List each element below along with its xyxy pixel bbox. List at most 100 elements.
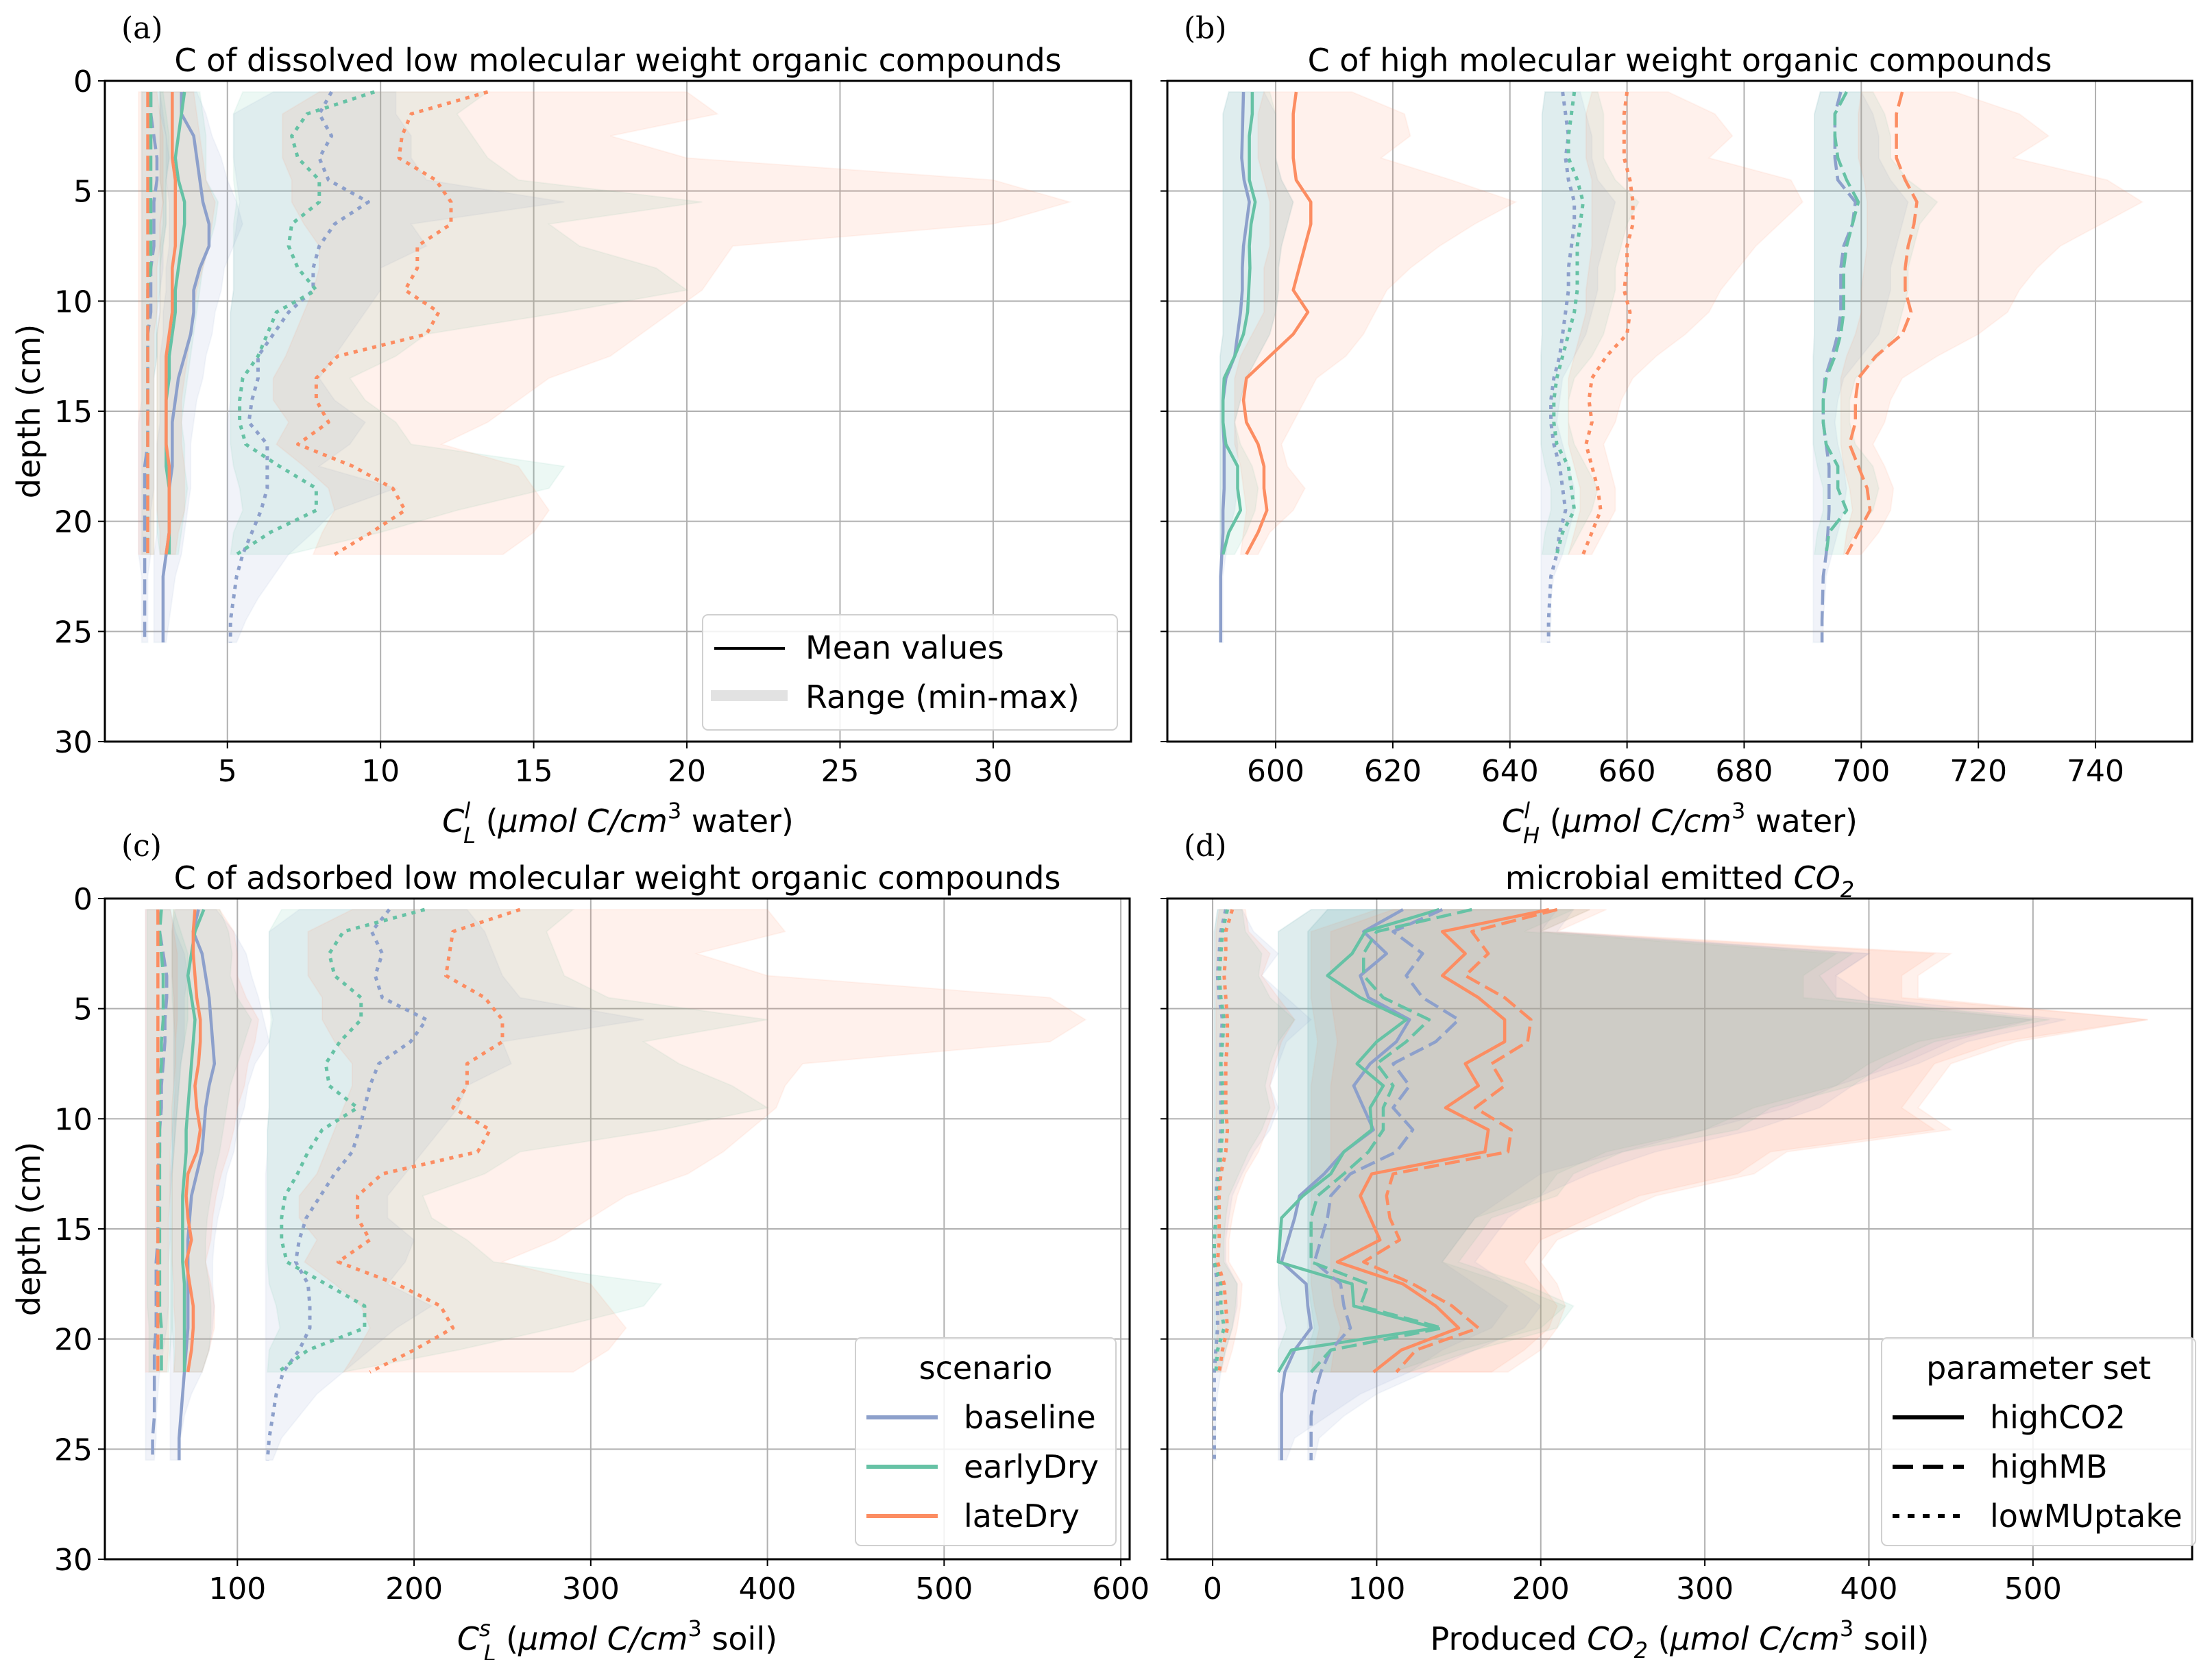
legend-label: Mean values — [805, 629, 1004, 666]
x-tick-label: 200 — [385, 1572, 443, 1607]
panel-title: C of dissolved low molecular weight orga… — [174, 42, 1061, 79]
panel-letter: (a) — [121, 11, 163, 46]
legend-label: lowMUptake — [1990, 1498, 2183, 1535]
legend-box — [1881, 1337, 2196, 1546]
panel-b: 600 620 640 660 680 700 720 740 Cl H (µmol C/cm3 … — [1160, 11, 2193, 849]
y-tick-label: 25 — [54, 615, 93, 650]
range-bands — [1213, 909, 2148, 1461]
y-tick-label: 20 — [54, 1323, 93, 1358]
y-tick-label: 10 — [54, 284, 93, 319]
x-tick-label: 500 — [2004, 1572, 2062, 1607]
x-tick-label: 740 — [2067, 754, 2124, 789]
x-tick-label: 720 — [1949, 754, 2007, 789]
range-band-earlyDry-highCO2 — [171, 909, 253, 1373]
legend-label: lateDry — [964, 1498, 1080, 1535]
legend: parameter set highCO2 highMB lowMUptake — [1881, 1337, 2196, 1546]
panel-a: 5 10 15 20 25 30 0 5 10 15 20 25 30 depth (cm) Cl L (µm… — [10, 11, 1132, 849]
mean-line-lateDry-lowMUptake — [296, 90, 489, 557]
x-axis-title: Produced CO2 (µmol C/cm3 soil) — [1431, 1615, 1930, 1660]
mean-line-baseline-highMB — [143, 92, 159, 643]
y-tick-label: 25 — [54, 1432, 93, 1467]
panel-title: C of adsorbed low molecular weight organ… — [174, 859, 1061, 896]
mean-line-lateDry-highCO2 — [1335, 907, 1550, 1374]
range-band-lateDry-highMB — [1840, 91, 2144, 555]
panel-d: 0 100 200 300 400 500 Produced CO2 (µmol C/cm3… — [1160, 829, 2196, 1660]
mean-lines — [143, 90, 489, 643]
y-axis-title: depth (cm) — [10, 324, 47, 499]
x-tick-label: 0 — [1203, 1572, 1222, 1607]
panel-letter: (d) — [1184, 829, 1227, 864]
range-bands — [1219, 91, 2144, 644]
mean-line-baseline-highCO2 — [1280, 908, 1411, 1461]
range-band-lateDry-lowMUptake — [298, 909, 1087, 1373]
mean-line-lateDry-highMB — [1845, 91, 1919, 555]
range-band-lateDry-highMB — [145, 909, 178, 1373]
mean-line-lateDry-highCO2 — [1241, 91, 1313, 555]
range-bands — [145, 909, 1087, 1461]
legend: Mean values Range (min-max) — [702, 614, 1118, 731]
x-tick-label: 660 — [1599, 754, 1656, 789]
mean-line-baseline-highMB — [1309, 908, 1461, 1461]
x-tick-label: 400 — [1840, 1572, 1897, 1607]
range-band-lateDry-highMB — [138, 91, 164, 555]
y-tick-label: 5 — [73, 992, 93, 1027]
legend-box — [855, 1337, 1117, 1546]
range-band-baseline-lowMUptake — [265, 909, 644, 1461]
y-tick-label: 15 — [54, 1212, 93, 1247]
x-axis-title: Cs L (µmol C/cm3 soil) — [457, 1615, 777, 1660]
x-tick-label: 700 — [1832, 754, 1890, 789]
x-tick-label: 640 — [1481, 754, 1539, 789]
mean-lines — [1219, 91, 1919, 643]
range-band-baseline-lowMUptake — [1213, 909, 1313, 1461]
x-tick-label: 620 — [1364, 754, 1422, 789]
x-tick-label: 100 — [1348, 1572, 1405, 1607]
y-axis-title: depth (cm) — [10, 1142, 47, 1317]
range-band-baseline-highCO2 — [169, 909, 270, 1461]
range-band-lateDry-lowMUptake — [1567, 91, 1804, 555]
mean-line-earlyDry-lowMUptake — [235, 90, 376, 556]
mean-lines — [1212, 907, 1558, 1461]
range-bands — [138, 91, 1073, 644]
range-band-earlyDry-highMB — [1306, 909, 2050, 1373]
x-tick-label: 100 — [208, 1572, 266, 1607]
x-tick-label: 5 — [218, 754, 237, 789]
mean-line-baseline-highMB — [151, 909, 169, 1461]
x-tick-label: 300 — [562, 1572, 620, 1607]
mean-line-lateDry-lowMUptake — [1581, 91, 1635, 555]
legend-label: earlyDry — [964, 1448, 1099, 1485]
range-band-baseline-highCO2 — [1277, 909, 2034, 1461]
mean-line-earlyDry-highMB — [1309, 907, 1472, 1374]
x-tick-label: 600 — [1092, 1572, 1150, 1607]
panel-letter: (b) — [1184, 11, 1227, 46]
range-band-earlyDry-highMB — [1812, 91, 1938, 555]
panel-title: microbial emitted CO2 — [1505, 859, 1854, 903]
x-axis-title: Cl L (µmol C/cm3 water) — [442, 798, 794, 849]
legend-label: Range (min-max) — [805, 679, 1080, 716]
x-tick-label: 500 — [915, 1572, 973, 1607]
range-band-lateDry-highMB — [1330, 909, 2148, 1373]
y-tick-label: 20 — [54, 505, 93, 540]
range-band-lateDry-highCO2 — [1234, 91, 1518, 555]
mean-line-baseline-lowMUptake — [228, 90, 370, 643]
mean-line-earlyDry-highCO2 — [181, 909, 206, 1372]
x-tick-label: 400 — [739, 1572, 797, 1607]
mean-line-earlyDry-lowMUptake — [277, 907, 426, 1374]
y-tick-label: 0 — [73, 882, 93, 917]
mean-line-earlyDry-lowMUptake — [1552, 91, 1585, 555]
x-tick-label: 25 — [821, 754, 859, 789]
range-band-earlyDry-lowMUptake — [1540, 91, 1640, 555]
legend-label: baseline — [964, 1399, 1096, 1436]
x-tick-label: 10 — [361, 754, 400, 789]
legend-title: scenario — [919, 1350, 1053, 1387]
legend-box — [702, 614, 1118, 731]
mean-line-lateDry-highCO2 — [184, 909, 202, 1373]
range-band-lateDry-lowMUptake — [272, 91, 1073, 555]
range-band-earlyDry-lowMUptake — [267, 909, 770, 1373]
mean-line-earlyDry-highCO2 — [1221, 92, 1257, 555]
x-tick-label: 300 — [1676, 1572, 1734, 1607]
mean-line-earlyDry-highMB — [158, 909, 165, 1372]
mean-line-lateDry-highCO2 — [165, 92, 178, 555]
mean-line-earlyDry-highCO2 — [1276, 907, 1440, 1374]
y-tick-label: 30 — [54, 725, 93, 760]
range-band-baseline-lowMUptake — [226, 91, 565, 644]
